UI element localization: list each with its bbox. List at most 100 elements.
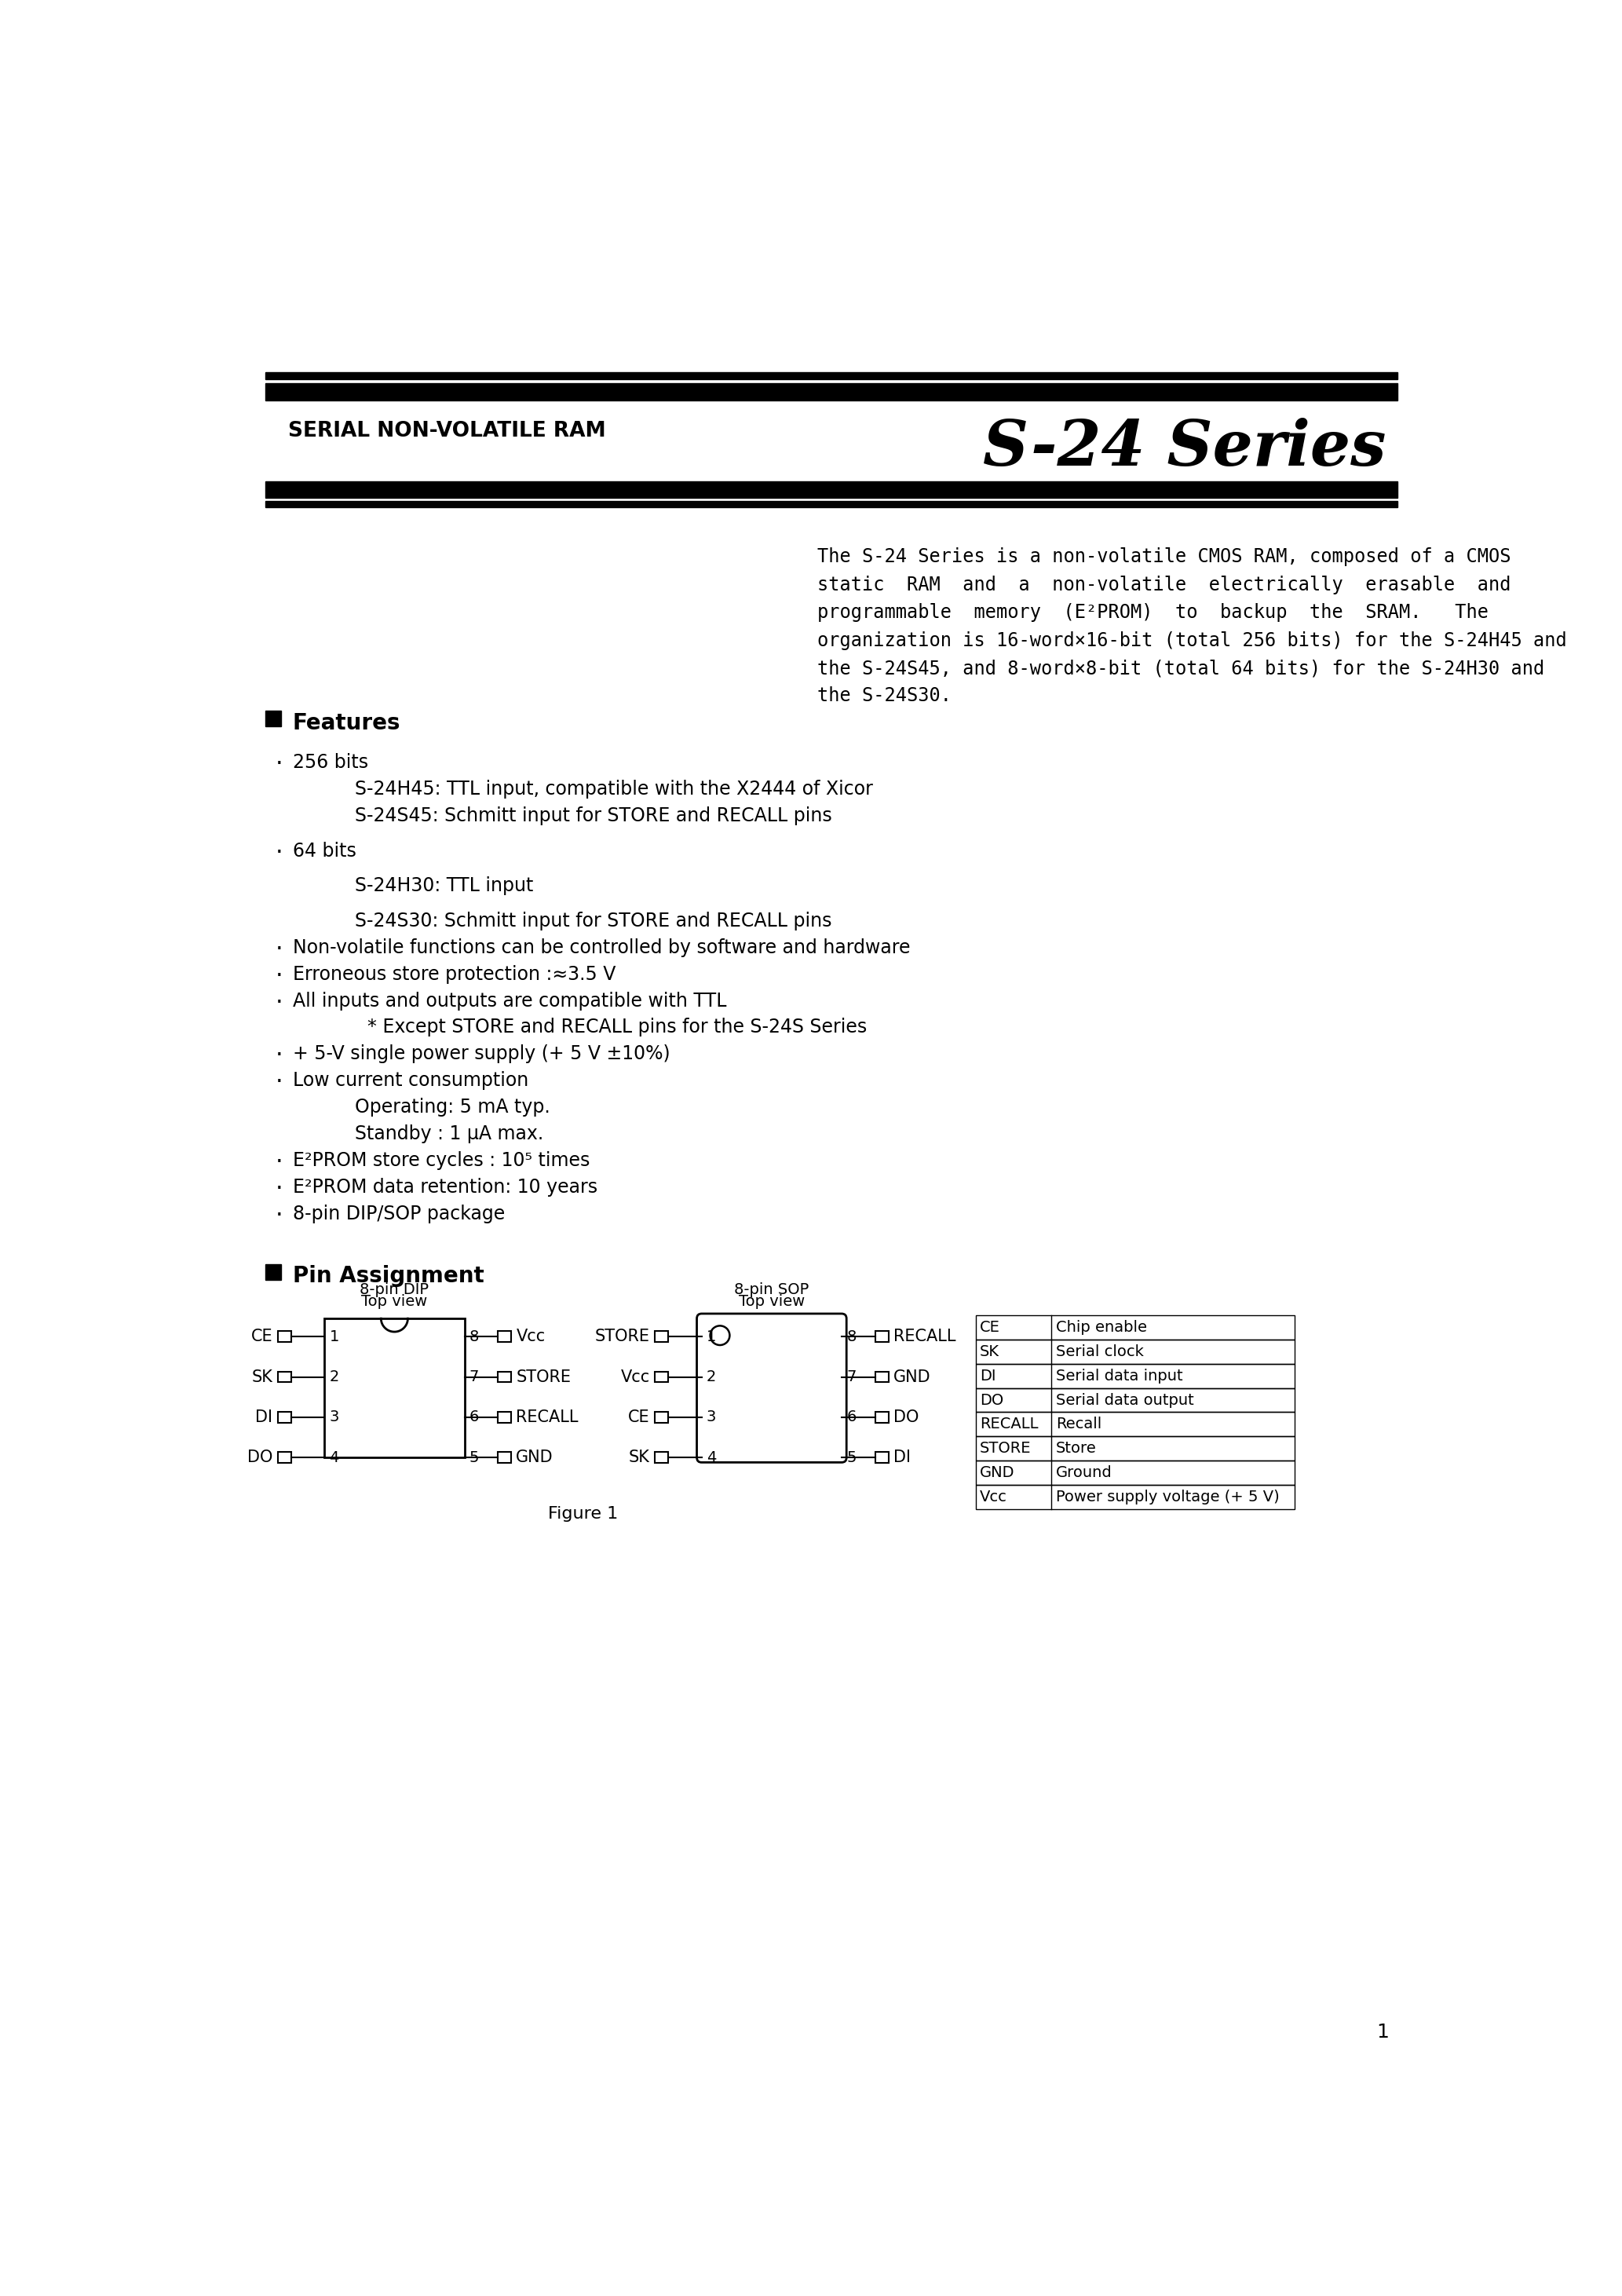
Bar	[975, 1486, 1294, 1508]
Text: 1: 1	[1377, 2023, 1388, 2041]
Text: ·: ·	[276, 964, 284, 987]
Bar	[975, 1460, 1294, 1486]
Bar	[975, 1389, 1294, 1412]
Text: the S-24S45, and 8-word×8-bit (total 64 bits) for the S-24H30 and: the S-24S45, and 8-word×8-bit (total 64 …	[817, 659, 1544, 677]
Text: ·: ·	[276, 1178, 284, 1201]
Text: Store: Store	[1056, 1442, 1096, 1456]
Text: SK: SK	[980, 1343, 999, 1359]
Text: * Except STORE and RECALL pins for the S-24S Series: * Except STORE and RECALL pins for the S…	[367, 1017, 866, 1038]
Bar	[324, 1318, 464, 1458]
Bar	[876, 1451, 889, 1463]
Text: S-24S45: Schmitt input for STORE and RECALL pins: S-24S45: Schmitt input for STORE and REC…	[355, 806, 832, 824]
Bar	[266, 482, 1397, 498]
Text: RECALL: RECALL	[980, 1417, 1038, 1433]
Bar	[975, 1339, 1294, 1364]
Bar	[277, 1451, 290, 1463]
Text: The S-24 Series is a non-volatile CMOS RAM, composed of a CMOS: The S-24 Series is a non-volatile CMOS R…	[817, 549, 1512, 567]
Text: 1: 1	[329, 1329, 339, 1343]
Text: STORE: STORE	[516, 1368, 571, 1384]
Bar	[498, 1412, 511, 1424]
Bar	[266, 1265, 281, 1279]
Text: ·: ·	[276, 992, 284, 1015]
Text: 2: 2	[707, 1368, 717, 1384]
Text: 3: 3	[707, 1410, 717, 1426]
Text: ·: ·	[276, 1072, 284, 1093]
Text: E²PROM data retention: 10 years: E²PROM data retention: 10 years	[294, 1178, 597, 1196]
Text: DI: DI	[255, 1410, 272, 1426]
Bar	[266, 383, 1397, 400]
Text: 8-pin DIP: 8-pin DIP	[360, 1281, 428, 1297]
Bar	[876, 1371, 889, 1382]
Text: ·: ·	[276, 1150, 284, 1173]
Text: S-24S30: Schmitt input for STORE and RECALL pins: S-24S30: Schmitt input for STORE and REC…	[355, 912, 832, 930]
Text: 6: 6	[469, 1410, 478, 1426]
Text: Operating: 5 mA typ.: Operating: 5 mA typ.	[355, 1097, 550, 1116]
Bar	[975, 1412, 1294, 1437]
Text: S-24 Series: S-24 Series	[983, 418, 1387, 478]
Text: 8-pin DIP/SOP package: 8-pin DIP/SOP package	[294, 1203, 504, 1224]
Text: the S-24S30.: the S-24S30.	[817, 687, 952, 705]
Bar	[876, 1332, 889, 1343]
Text: 4: 4	[329, 1451, 339, 1465]
Text: Top view: Top view	[738, 1295, 805, 1309]
Text: SK: SK	[629, 1449, 650, 1465]
Bar	[876, 1412, 889, 1424]
Text: ·: ·	[276, 753, 284, 776]
Text: 5: 5	[469, 1451, 478, 1465]
Text: 64 bits: 64 bits	[294, 840, 357, 861]
Text: 2: 2	[329, 1368, 339, 1384]
Text: DI: DI	[894, 1449, 910, 1465]
Text: ·: ·	[276, 1045, 284, 1068]
Text: Vᴄᴄ: Vᴄᴄ	[516, 1329, 545, 1345]
Text: 7: 7	[847, 1368, 856, 1384]
Text: Standby : 1 μA max.: Standby : 1 μA max.	[355, 1125, 543, 1143]
Text: Ground: Ground	[1056, 1465, 1113, 1481]
Text: CE: CE	[251, 1329, 272, 1345]
Text: Low current consumption: Low current consumption	[294, 1072, 529, 1091]
Bar	[266, 372, 1397, 379]
Text: CE: CE	[980, 1320, 1001, 1334]
Bar	[975, 1364, 1294, 1389]
Bar	[655, 1371, 668, 1382]
Text: Pin Assignment: Pin Assignment	[294, 1265, 483, 1288]
Text: Serial data input: Serial data input	[1056, 1368, 1182, 1384]
Bar	[498, 1371, 511, 1382]
Text: RECALL: RECALL	[894, 1329, 955, 1345]
Text: S-24H30: TTL input: S-24H30: TTL input	[355, 877, 534, 895]
Text: Serial data output: Serial data output	[1056, 1394, 1194, 1407]
Text: All inputs and outputs are compatible with TTL: All inputs and outputs are compatible wi…	[294, 992, 727, 1010]
Text: 3: 3	[329, 1410, 339, 1426]
Text: Top view: Top view	[362, 1295, 428, 1309]
Text: RECALL: RECALL	[516, 1410, 579, 1426]
Text: + 5-V single power supply (+ 5 V ±10%): + 5-V single power supply (+ 5 V ±10%)	[294, 1045, 670, 1063]
Text: DO: DO	[894, 1410, 918, 1426]
Bar	[655, 1332, 668, 1343]
Text: Chip enable: Chip enable	[1056, 1320, 1147, 1334]
Bar	[266, 501, 1397, 507]
Text: SERIAL NON-VOLATILE RAM: SERIAL NON-VOLATILE RAM	[289, 420, 605, 441]
Text: 256 bits: 256 bits	[294, 753, 368, 771]
Text: 5: 5	[847, 1451, 856, 1465]
Text: 8-pin SOP: 8-pin SOP	[735, 1281, 809, 1297]
Text: Features: Features	[294, 712, 401, 735]
Text: 7: 7	[469, 1368, 478, 1384]
Text: 8: 8	[847, 1329, 856, 1343]
Text: GND: GND	[980, 1465, 1015, 1481]
Text: organization is 16-word×16-bit (total 256 bits) for the S-24H45 and: organization is 16-word×16-bit (total 25…	[817, 631, 1567, 650]
Text: Power supply voltage (+ 5 V): Power supply voltage (+ 5 V)	[1056, 1490, 1280, 1504]
Text: static  RAM  and  a  non-volatile  electrically  erasable  and: static RAM and a non-volatile electrical…	[817, 576, 1512, 595]
Text: STORE: STORE	[980, 1442, 1032, 1456]
Bar	[498, 1332, 511, 1343]
Text: ·: ·	[276, 939, 284, 962]
Text: GND: GND	[894, 1368, 931, 1384]
Bar	[975, 1437, 1294, 1460]
Text: Vᴄᴄ: Vᴄᴄ	[980, 1490, 1007, 1504]
Text: 8: 8	[469, 1329, 478, 1343]
Text: DO: DO	[980, 1394, 1004, 1407]
Text: ·: ·	[276, 1203, 284, 1226]
Bar	[975, 1316, 1294, 1339]
Bar	[277, 1412, 290, 1424]
Text: ·: ·	[276, 840, 284, 863]
Text: E²PROM store cycles : 10⁵ times: E²PROM store cycles : 10⁵ times	[294, 1150, 590, 1171]
Bar	[498, 1451, 511, 1463]
